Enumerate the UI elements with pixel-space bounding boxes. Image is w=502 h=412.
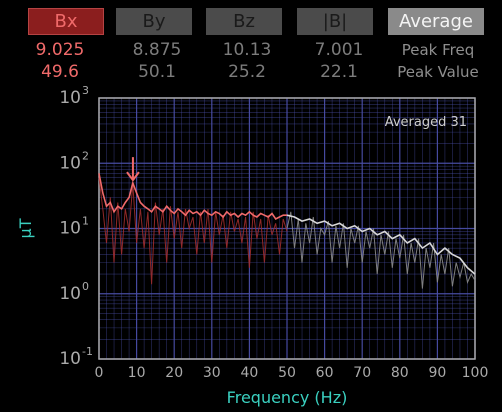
bz-peak-freq: 10.13 xyxy=(222,40,272,60)
peak-marker-arrowhead xyxy=(126,171,140,182)
x-tick-label: 20 xyxy=(165,365,183,381)
b-magnitude-peak-value: 22.1 xyxy=(320,62,358,82)
series-raw-line xyxy=(286,211,476,289)
peak-freq-label: Peak Freq xyxy=(401,41,475,59)
y-tick-label: 10 xyxy=(59,219,81,239)
averaged-badge: Averaged 31 xyxy=(385,115,467,130)
y-tick-exponent: 0 xyxy=(82,280,89,293)
x-tick-label: 50 xyxy=(278,365,296,381)
x-tick-label: 90 xyxy=(428,365,446,381)
bz-peak-value: 25.2 xyxy=(228,62,266,82)
x-tick-label: 80 xyxy=(391,365,409,381)
plot-frame xyxy=(98,97,476,360)
y-tick-exponent: 3 xyxy=(82,84,89,97)
tab-bx[interactable]: Bx xyxy=(28,8,104,35)
tab-bz[interactable]: Bz xyxy=(206,8,282,35)
series-averaged-line xyxy=(98,173,287,221)
y-tick-label: 10 xyxy=(59,349,81,369)
tab-b-magnitude[interactable]: |B| xyxy=(297,8,373,35)
by-peak-value: 50.1 xyxy=(138,62,176,82)
tab-by[interactable]: By xyxy=(116,8,192,35)
tab-average[interactable]: Average xyxy=(388,8,484,35)
y-tick-label: 10 xyxy=(59,153,81,173)
x-axis-label: Frequency (Hz) xyxy=(227,388,348,407)
series-raw-line xyxy=(98,177,288,285)
x-tick-label: 70 xyxy=(353,365,371,381)
bx-peak-freq: 9.025 xyxy=(35,40,85,60)
peak-value-label: Peak Value xyxy=(397,63,479,81)
y-tick-label: 10 xyxy=(59,284,81,304)
y-tick-exponent: 1 xyxy=(82,215,89,228)
x-tick-label: 0 xyxy=(95,365,104,381)
by-peak-freq: 8.875 xyxy=(132,40,182,60)
bx-peak-value: 49.6 xyxy=(41,62,79,82)
y-tick-label: 10 xyxy=(59,88,81,108)
b-magnitude-peak-freq: 7.001 xyxy=(314,40,364,60)
x-tick-label: 100 xyxy=(462,365,489,381)
x-tick-label: 10 xyxy=(128,365,146,381)
y-tick-exponent: -1 xyxy=(82,345,93,358)
x-tick-label: 40 xyxy=(240,365,258,381)
x-tick-label: 60 xyxy=(316,365,334,381)
y-tick-exponent: 2 xyxy=(82,149,89,162)
y-axis-label: μT xyxy=(16,218,35,238)
series-averaged-line xyxy=(286,214,476,275)
x-tick-label: 30 xyxy=(203,365,221,381)
